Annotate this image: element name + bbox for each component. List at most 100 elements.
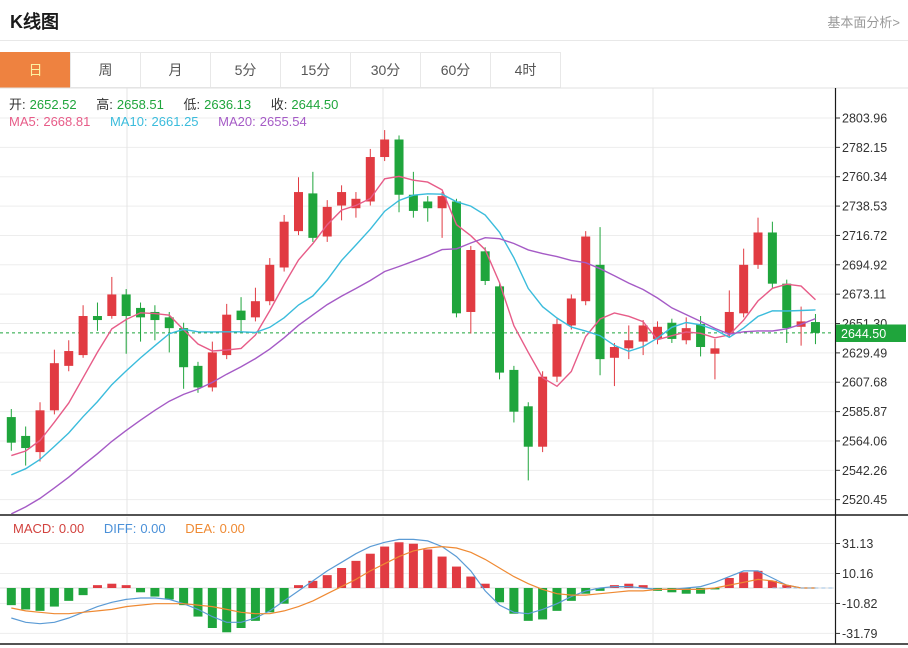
macd-bar: [509, 588, 519, 614]
candle-body: [107, 294, 117, 317]
macd-axis-label: -31.79: [842, 627, 877, 641]
macd-bar: [322, 575, 332, 588]
price-axis-label: 2542.26: [842, 464, 887, 478]
candle-body: [21, 435, 31, 449]
candle-body: [710, 348, 720, 354]
macd-axis-label: 31.13: [842, 537, 873, 551]
candle-body: [609, 347, 619, 358]
tab-15min[interactable]: 15分: [280, 52, 351, 88]
candle-body: [696, 324, 706, 348]
header-divider: [0, 40, 908, 41]
macd-bar: [638, 585, 648, 588]
candle-body: [782, 283, 792, 329]
candle-body: [451, 201, 461, 314]
macd-bar: [538, 588, 548, 620]
macd-bar: [724, 577, 734, 588]
candle-body: [667, 322, 677, 339]
candle-body: [49, 363, 59, 411]
macd-bar: [696, 588, 706, 594]
low-value: 2636.13: [204, 97, 252, 112]
macd-bar: [35, 588, 45, 611]
macd-axis-label: -10.82: [842, 597, 877, 611]
price-axis-label: 2520.45: [842, 493, 887, 507]
tab-month[interactable]: 月: [140, 52, 211, 88]
macd-bar: [107, 583, 117, 588]
candle-body: [279, 221, 289, 268]
macd-bar: [179, 588, 189, 606]
candle-body: [222, 314, 232, 356]
macd-bar: [294, 585, 303, 588]
macd-bar: [136, 588, 146, 593]
macd-bar: [408, 543, 418, 588]
macd-bar: [193, 588, 203, 617]
ma5-line: [11, 175, 816, 457]
tab-day[interactable]: 日: [0, 52, 71, 88]
macd-bar: [121, 585, 131, 588]
candle-body: [681, 328, 691, 341]
candle-body: [523, 406, 533, 447]
tab-5min[interactable]: 5分: [210, 52, 281, 88]
macd-bar: [207, 588, 217, 629]
ma20-line: [10, 236, 816, 514]
macd-bar: [351, 560, 361, 588]
macd-bar: [451, 566, 461, 588]
candle-body: [480, 251, 490, 281]
candle-body: [552, 324, 562, 377]
candle-body: [739, 264, 749, 314]
candle-body: [638, 325, 648, 342]
high-label: 高:: [96, 97, 113, 112]
macd-bar: [150, 588, 160, 597]
macd-bar: [308, 580, 318, 588]
candle-body: [509, 369, 519, 412]
candle-body: [380, 139, 390, 158]
low-label: 低:: [183, 97, 201, 112]
candle-body: [437, 196, 447, 209]
macd-bar: [222, 588, 232, 633]
macd-bar: [423, 549, 433, 588]
ma5-label: MA5:: [9, 114, 40, 129]
dea-value: 0.00: [219, 521, 245, 536]
page-title: K线图: [10, 12, 59, 32]
candle-body: [265, 264, 275, 302]
tab-30min[interactable]: 30分: [350, 52, 421, 88]
price-axis-label: 2782.15: [842, 141, 887, 155]
ma20-label: MA20:: [218, 114, 256, 129]
macd-bar: [767, 580, 777, 588]
candle-body: [624, 340, 634, 349]
ma10-label: MA10:: [109, 114, 148, 129]
macd-bar: [21, 588, 31, 610]
candle-body: [250, 301, 260, 318]
diff-value: 0.00: [140, 521, 166, 536]
candle-body: [150, 311, 160, 321]
macd-bar: [164, 588, 174, 600]
macd-bar: [437, 556, 447, 588]
price-axis-label: 2585.87: [842, 405, 887, 419]
price-axis-label: 2607.68: [842, 376, 887, 390]
price-axis-label: 2629.49: [842, 346, 887, 360]
candle-body: [566, 298, 576, 326]
macd-bar: [523, 588, 533, 621]
diff-line: [11, 538, 816, 625]
candle-body: [753, 232, 763, 265]
open-label: 开:: [9, 97, 26, 112]
candle-body: [724, 311, 734, 334]
candle-body: [308, 193, 318, 238]
macd-bar: [380, 546, 390, 588]
candle-body: [121, 294, 131, 317]
fundamental-analysis-link[interactable]: 基本面分析>: [827, 15, 900, 30]
price-axis-label: 2673.11: [842, 288, 886, 302]
candle-body: [179, 328, 189, 368]
macd-bar: [6, 588, 16, 606]
macd-bar: [681, 588, 691, 594]
macd-bar: [49, 588, 59, 607]
ma20-value: 2655.54: [259, 114, 307, 129]
high-value: 2658.51: [116, 97, 164, 112]
candle-body: [6, 417, 16, 443]
macd-bar: [495, 588, 505, 603]
candle-body: [423, 201, 433, 209]
candle-body: [365, 157, 375, 202]
candle-body: [408, 194, 418, 211]
macd-bar: [394, 542, 404, 588]
tab-60min[interactable]: 60分: [420, 52, 491, 88]
